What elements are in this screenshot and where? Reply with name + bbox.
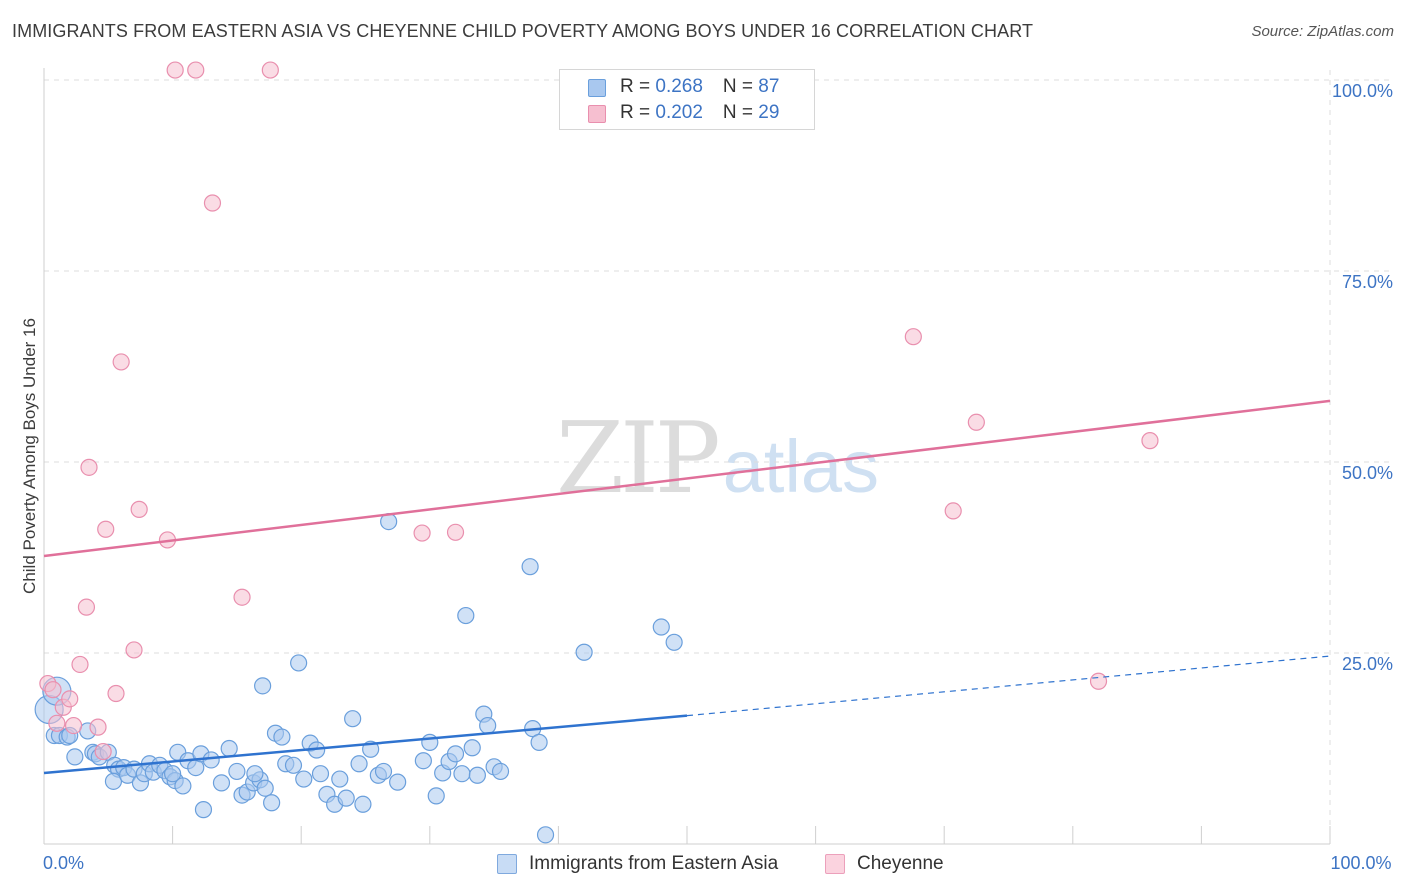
point-cheyenne xyxy=(125,641,143,659)
point-eastern-asia xyxy=(463,739,481,757)
point-cheyenne xyxy=(97,520,115,538)
stats-row-cheyenne: R = 0.202 N = 29 xyxy=(588,102,808,126)
x-tick-label: 0.0% xyxy=(43,853,84,873)
point-cheyenne xyxy=(261,61,279,79)
blue-square-icon xyxy=(497,854,517,874)
point-cheyenne xyxy=(187,61,205,79)
point-eastern-asia xyxy=(414,752,432,770)
pink-square-icon xyxy=(825,854,845,874)
point-cheyenne xyxy=(64,716,83,735)
source-label: Source: ZipAtlas.com xyxy=(1251,23,1394,40)
point-cheyenne xyxy=(446,523,465,541)
grid-layer xyxy=(44,70,1392,844)
x-tick-label: 100.0% xyxy=(1330,853,1391,873)
point-cheyenne xyxy=(944,502,962,520)
point-eastern-asia xyxy=(164,765,182,783)
point-cheyenne xyxy=(71,655,89,674)
trendline-eastern-asia xyxy=(43,714,688,775)
stats-row-eastern-asia: R = 0.268 N = 87 xyxy=(588,76,808,100)
point-eastern-asia xyxy=(389,773,407,791)
point-cheyenne xyxy=(80,458,98,476)
point-cheyenne xyxy=(413,524,431,542)
point-cheyenne xyxy=(233,588,251,606)
chart-title: IMMIGRANTS FROM EASTERN ASIA VS CHEYENNE… xyxy=(12,21,1034,41)
legend-label: Immigrants from Eastern Asia xyxy=(529,853,779,874)
point-cheyenne xyxy=(112,353,130,371)
pink-swatch-icon xyxy=(588,105,606,123)
point-cheyenne xyxy=(130,500,148,518)
point-cheyenne xyxy=(904,328,922,346)
point-eastern-asia xyxy=(263,794,281,812)
axis-layer xyxy=(43,68,1331,845)
point-eastern-asia xyxy=(254,677,272,695)
point-eastern-asia xyxy=(212,774,231,792)
y-tick-label: 100.0% xyxy=(1332,81,1393,101)
point-eastern-asia xyxy=(427,787,445,805)
point-cheyenne xyxy=(89,718,107,736)
point-cheyenne xyxy=(77,598,96,616)
point-eastern-asia xyxy=(220,739,238,758)
tick-label-layer: 25.0% 50.0% 75.0% 100.0% 0.0% 100.0% xyxy=(43,81,1393,873)
point-cheyenne xyxy=(1089,672,1108,690)
point-eastern-asia xyxy=(246,765,264,783)
point-eastern-asia xyxy=(344,710,362,728)
point-eastern-asia xyxy=(350,755,368,773)
stats-legend: R = 0.268 N = 87 R = 0.202 N = 29 xyxy=(559,69,815,130)
point-eastern-asia xyxy=(536,826,555,844)
point-eastern-asia xyxy=(453,765,471,783)
point-cheyenne xyxy=(61,690,79,708)
y-tick-label: 75.0% xyxy=(1342,272,1393,292)
legend-label: Cheyenne xyxy=(857,853,944,874)
point-eastern-asia xyxy=(530,733,548,751)
point-cheyenne xyxy=(166,61,184,79)
point-eastern-asia xyxy=(194,801,213,819)
point-eastern-asia xyxy=(311,765,330,783)
n-value: 87 xyxy=(758,76,780,97)
trendline-cheyenne xyxy=(43,399,1331,558)
trend-layer xyxy=(43,399,1331,775)
point-cheyenne xyxy=(967,413,985,431)
point-eastern-asia xyxy=(295,770,313,788)
point-eastern-asia xyxy=(491,762,510,781)
point-eastern-asia xyxy=(374,762,393,781)
point-eastern-asia xyxy=(457,606,475,625)
y-tick-label: 25.0% xyxy=(1342,654,1393,674)
point-eastern-asia xyxy=(446,745,465,763)
y-tick-label: 50.0% xyxy=(1342,463,1393,483)
point-eastern-asia xyxy=(284,756,303,774)
point-eastern-asia xyxy=(290,654,308,672)
point-eastern-asia xyxy=(273,728,291,746)
n-value: 29 xyxy=(758,102,780,123)
point-eastern-asia xyxy=(665,633,683,651)
stats-text: R = 0.202 N = 29 xyxy=(620,102,780,123)
blue-swatch-icon xyxy=(588,79,606,97)
point-eastern-asia xyxy=(331,770,349,788)
point-cheyenne xyxy=(107,684,125,703)
point-cheyenne xyxy=(94,742,112,761)
points-layer xyxy=(34,61,1159,844)
point-eastern-asia xyxy=(66,748,84,766)
point-eastern-asia xyxy=(337,789,355,807)
point-eastern-asia xyxy=(575,643,593,661)
point-eastern-asia xyxy=(421,733,439,751)
point-cheyenne xyxy=(48,714,66,732)
stats-text: R = 0.268 N = 87 xyxy=(620,76,780,97)
point-eastern-asia xyxy=(468,766,486,784)
point-eastern-asia xyxy=(256,779,274,797)
point-eastern-asia xyxy=(202,751,220,769)
point-eastern-asia xyxy=(521,558,539,576)
trendline-eastern-asia-projection xyxy=(686,655,1331,717)
r-value: 0.202 xyxy=(655,102,703,123)
point-eastern-asia xyxy=(354,795,372,813)
point-eastern-asia xyxy=(104,772,123,790)
point-cheyenne xyxy=(1141,432,1159,450)
point-cheyenne xyxy=(44,681,62,699)
point-cheyenne xyxy=(203,194,222,212)
point-eastern-asia xyxy=(228,762,246,781)
point-eastern-asia xyxy=(652,618,670,636)
r-value: 0.268 xyxy=(655,76,703,97)
point-eastern-asia xyxy=(174,777,192,795)
point-eastern-asia xyxy=(479,716,497,735)
